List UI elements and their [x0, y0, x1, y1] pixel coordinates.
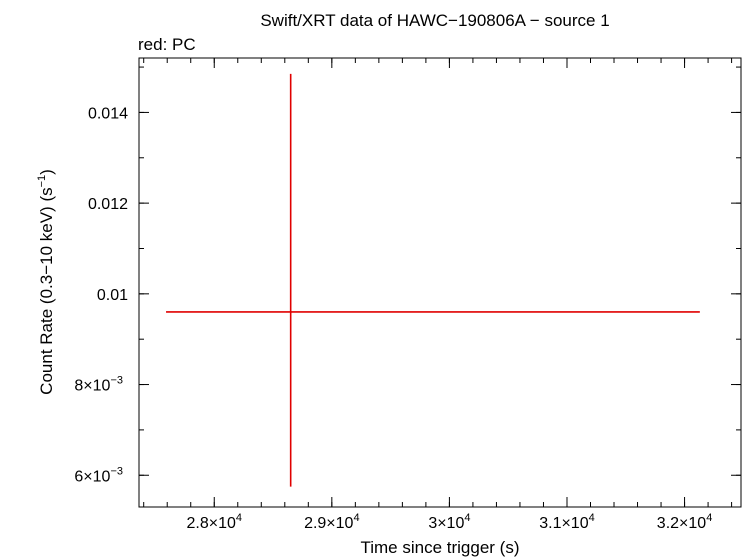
x-tick-label: 2.9×104 [304, 512, 360, 532]
plot-frame [138, 57, 742, 508]
x-axis-tick-labels: 2.8×104 2.9×104 3×104 3.1×104 3.2×104 [186, 512, 712, 532]
y-axis-label-close: ) [37, 169, 56, 175]
y-tick-label: 8×10−3 [74, 375, 123, 395]
chart-title: Swift/XRT data of HAWC−190806A − source … [260, 11, 609, 30]
y-axis-tick-labels: 6×10−3 8×10−3 0.01 0.012 0.014 [74, 105, 128, 485]
y-axis-ticks [139, 66, 741, 476]
y-tick-label: 0.012 [88, 196, 128, 213]
y-tick-label: 0.01 [97, 287, 128, 304]
x-tick-label: 2.8×104 [186, 512, 242, 532]
y-tick-label: 0.014 [88, 105, 128, 122]
y-axis-label: Count Rate (0.3−10 keV) (s−1) [36, 169, 56, 395]
x-tick-label: 3×104 [428, 512, 470, 532]
y-tick-label: 6×10−3 [74, 465, 123, 485]
y-axis-label-main: Count Rate (0.3−10 keV) (s [37, 187, 56, 394]
x-axis-ticks [143, 58, 733, 507]
data-series [166, 73, 700, 487]
y-axis-label-exponent: −1 [36, 175, 48, 188]
x-tick-label: 3.1×104 [539, 512, 595, 532]
x-tick-label: 3.2×104 [657, 512, 713, 532]
x-axis-label: Time since trigger (s) [360, 538, 519, 557]
chart-subtitle: red: PC [138, 35, 196, 54]
